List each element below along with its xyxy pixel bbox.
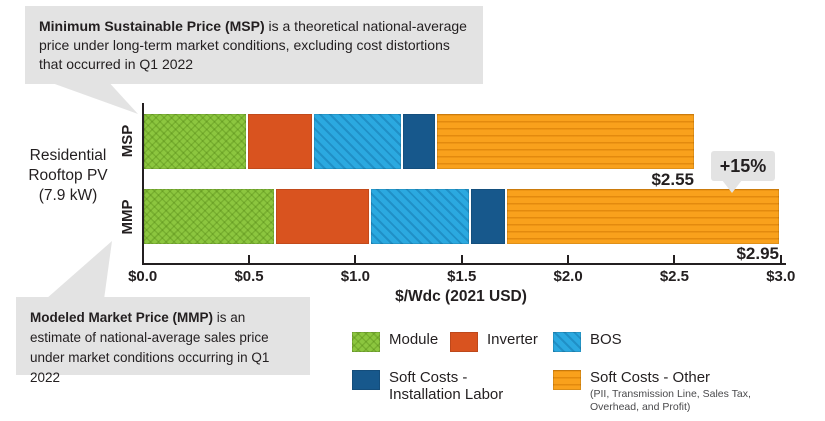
- legend-label-inverter: Inverter: [487, 331, 538, 348]
- mmp-definition-callout: Modeled Market Price (MMP) is an estimat…: [16, 297, 310, 385]
- mmp-total-label: $2.95: [736, 244, 779, 263]
- x-axis-title: $/Wdc (2021 USD): [395, 288, 527, 305]
- msp-definition-text: is a theoretical national-average price …: [39, 18, 467, 72]
- bar-segment-msp-module: [144, 114, 247, 169]
- x-tick-label: $1.5: [447, 268, 477, 285]
- legend-swatch-soft-costs-installation-labor: [352, 370, 380, 390]
- legend-swatch-module: [352, 332, 380, 352]
- x-tick: [248, 255, 251, 263]
- x-tick-label: $0.5: [234, 268, 264, 285]
- legend-label-soft-costs-other: Soft Costs - Other: [590, 369, 711, 386]
- bar-segment-msp-soft-costs-other: [436, 114, 695, 169]
- msp-definition-callout: Minimum Sustainable Price (MSP) is a the…: [25, 6, 483, 84]
- bar-segment-mmp-soft-costs-other: [507, 189, 780, 244]
- legend-item-module: Module: [352, 331, 438, 352]
- x-tick-label: $3.0: [766, 268, 796, 285]
- legend-item-bos: BOS: [553, 331, 622, 352]
- bar-segment-msp-soft-costs-installation-labor: [403, 114, 435, 169]
- x-tick-label: $2.0: [553, 268, 583, 285]
- msp-definition-bold: Minimum Sustainable Price (MSP): [39, 18, 265, 34]
- category-group-label: Residential Rooftop PV (7.9 kW): [28, 147, 108, 204]
- legend-label-module: Module: [389, 331, 439, 348]
- x-tick-label: $1.0: [340, 268, 370, 285]
- bar-segment-mmp-module: [144, 189, 274, 244]
- legend-item-soft-costs-installation-labor: Soft Costs - Installation Labor: [352, 369, 521, 403]
- bar-segment-msp-inverter: [248, 114, 312, 169]
- x-axis-line: [142, 263, 786, 265]
- legend-label-soft-costs-installation-labor: Soft Costs - Installation Labor: [389, 369, 504, 403]
- x-tick-label: $0.0: [128, 268, 158, 285]
- bar-segment-mmp-bos: [371, 189, 470, 244]
- bar-segment-mmp-inverter: [275, 189, 370, 244]
- mmp-definition-text: is an estimate of national-average sales…: [30, 310, 270, 385]
- x-tick: [354, 255, 357, 263]
- percent-increase-value: +15%: [719, 155, 767, 176]
- x-tick: [779, 255, 782, 263]
- legend-sublabel-soft-costs-other: (PII, Transmission Line, Sales Tax, Over…: [590, 388, 751, 413]
- legend-label-bos: BOS: [590, 331, 622, 348]
- legend-swatch-inverter: [450, 332, 478, 352]
- legend-item-inverter: Inverter: [450, 331, 538, 352]
- x-tick-label: $2.5: [659, 268, 690, 285]
- bar-segment-msp-bos: [313, 114, 402, 169]
- bar-label-msp: MSP: [119, 124, 136, 158]
- legend-item-soft-costs-other: Soft Costs - Other (PII, Transmission Lin…: [553, 369, 780, 413]
- msp-total-label: $2.55: [651, 170, 694, 189]
- bar-label-mmp: MMP: [119, 199, 136, 235]
- mmp-definition-bold: Modeled Market Price (MMP): [30, 310, 214, 325]
- legend-swatch-soft-costs-other: [553, 370, 581, 390]
- y-axis-line: [142, 103, 144, 265]
- bar-segment-mmp-soft-costs-installation-labor: [471, 189, 506, 244]
- mmp-callout-tail: [46, 241, 112, 299]
- stacked-bar-msp: [144, 114, 695, 169]
- percent-increase-callout: +15%: [711, 151, 775, 181]
- x-tick: [673, 255, 676, 263]
- x-tick: [567, 255, 570, 263]
- stacked-bar-mmp: [144, 189, 780, 244]
- x-tick: [460, 255, 463, 263]
- legend-swatch-bos: [553, 332, 581, 352]
